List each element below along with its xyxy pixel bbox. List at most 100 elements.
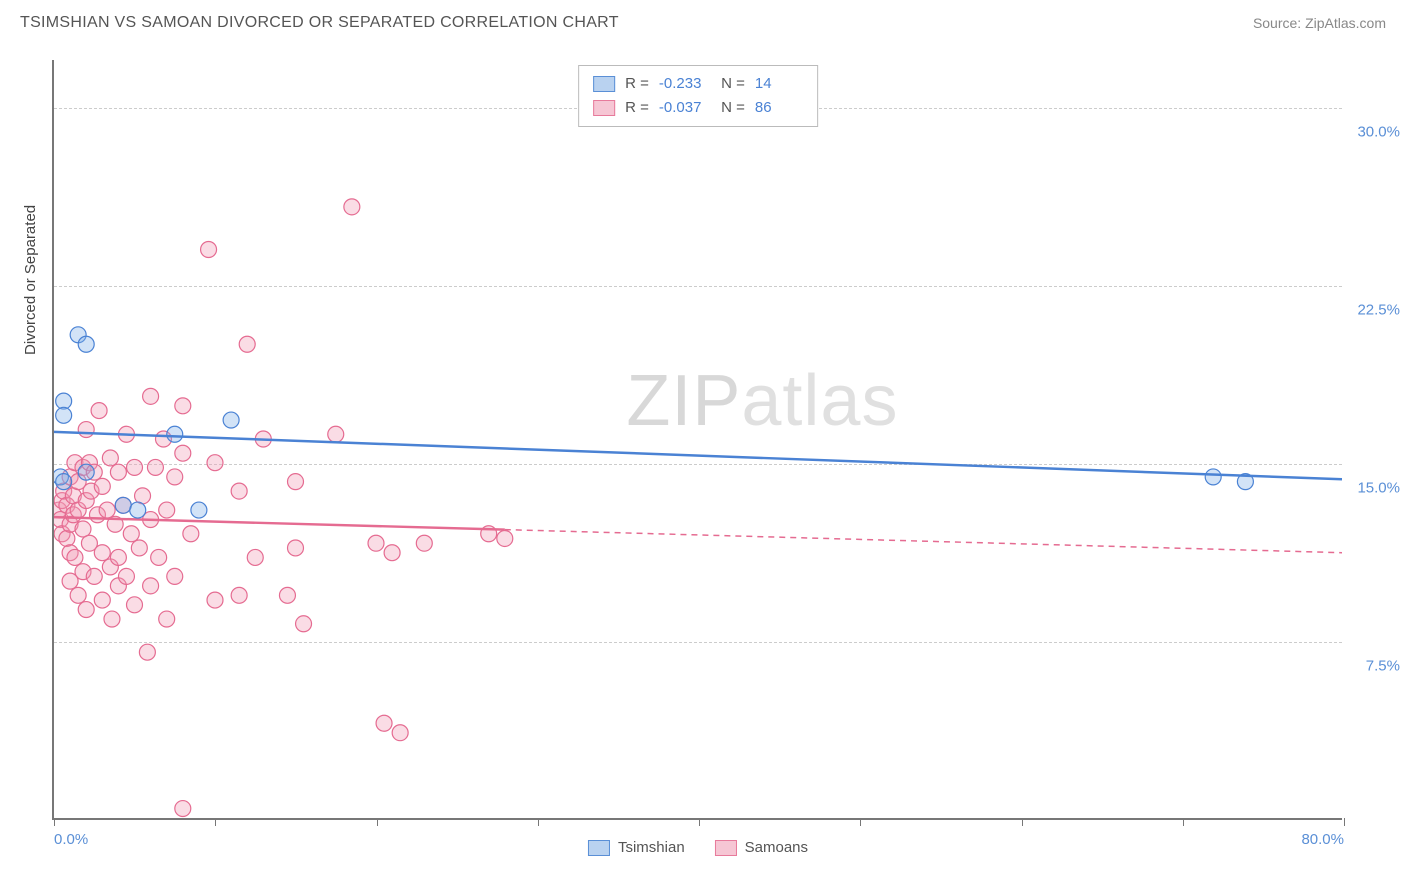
samoans-point xyxy=(207,455,223,471)
series-legend-item: Tsimshian xyxy=(588,839,685,856)
samoans-point xyxy=(94,478,110,494)
samoans-point xyxy=(239,336,255,352)
x-tick xyxy=(860,818,861,826)
samoans-point xyxy=(70,587,86,603)
samoans-point xyxy=(247,549,263,565)
x-tick xyxy=(215,818,216,826)
samoans-point xyxy=(328,426,344,442)
samoans-point xyxy=(231,587,247,603)
x-tick xyxy=(1022,818,1023,826)
y-tick-label: 22.5% xyxy=(1357,301,1400,318)
samoans-point xyxy=(94,545,110,561)
samoans-point xyxy=(344,199,360,215)
samoans-point xyxy=(143,578,159,594)
samoans-point xyxy=(135,488,151,504)
samoans-point xyxy=(175,398,191,414)
x-tick-label: 0.0% xyxy=(54,831,88,848)
samoans-point xyxy=(416,535,432,551)
tsimshian-point xyxy=(56,474,72,490)
samoans-point xyxy=(86,568,102,584)
samoans-point xyxy=(127,459,143,475)
samoans-point xyxy=(201,242,217,258)
samoans-point xyxy=(288,540,304,556)
samoans-point xyxy=(59,531,75,547)
samoans-point xyxy=(296,616,312,632)
y-tick-label: 7.5% xyxy=(1366,657,1400,674)
tsimshian-point xyxy=(115,497,131,513)
x-tick xyxy=(377,818,378,826)
samoans-point xyxy=(118,568,134,584)
stats-legend: R = -0.233 N = 14R = -0.037 N = 86 xyxy=(578,65,818,127)
samoans-point xyxy=(78,422,94,438)
samoans-point xyxy=(183,526,199,542)
tsimshian-trendline xyxy=(54,432,1342,479)
legend-swatch xyxy=(715,840,737,856)
x-tick xyxy=(699,818,700,826)
y-tick-label: 15.0% xyxy=(1357,479,1400,496)
samoans-point xyxy=(167,568,183,584)
samoans-point xyxy=(75,521,91,537)
samoans-point xyxy=(131,540,147,556)
tsimshian-point xyxy=(56,393,72,409)
stat-r-label: R = xyxy=(625,96,649,120)
samoans-point xyxy=(102,450,118,466)
samoans-point xyxy=(175,445,191,461)
tsimshian-point xyxy=(78,464,94,480)
samoans-point xyxy=(67,549,83,565)
samoans-point xyxy=(159,502,175,518)
scatter-plot-svg xyxy=(54,60,1342,818)
tsimshian-point xyxy=(56,407,72,423)
x-tick xyxy=(1183,818,1184,826)
stats-legend-row: R = -0.233 N = 14 xyxy=(593,72,803,96)
samoans-point xyxy=(159,611,175,627)
samoans-point xyxy=(207,592,223,608)
x-tick xyxy=(54,818,55,826)
stat-n-value: 86 xyxy=(755,96,803,120)
tsimshian-point xyxy=(1205,469,1221,485)
stat-r-value: -0.037 xyxy=(659,96,707,120)
samoans-point xyxy=(110,549,126,565)
x-tick-label: 80.0% xyxy=(1301,831,1344,848)
samoans-point xyxy=(147,459,163,475)
samoans-point xyxy=(175,801,191,817)
stat-n-label: N = xyxy=(717,72,745,96)
x-tick xyxy=(1344,818,1345,826)
stat-n-value: 14 xyxy=(755,72,803,96)
samoans-point xyxy=(392,725,408,741)
samoans-point xyxy=(368,535,384,551)
series-legend: Tsimshian Samoans xyxy=(588,839,808,856)
samoans-point xyxy=(99,502,115,518)
legend-swatch xyxy=(593,100,615,116)
samoans-point xyxy=(91,403,107,419)
tsimshian-point xyxy=(223,412,239,428)
stats-legend-row: R = -0.037 N = 86 xyxy=(593,96,803,120)
samoans-point xyxy=(127,597,143,613)
samoans-point xyxy=(139,644,155,660)
tsimshian-point xyxy=(78,336,94,352)
series-legend-label: Samoans xyxy=(745,839,808,856)
legend-swatch xyxy=(593,76,615,92)
samoans-point xyxy=(167,469,183,485)
tsimshian-point xyxy=(191,502,207,518)
source-attribution: Source: ZipAtlas.com xyxy=(1253,15,1386,31)
x-tick xyxy=(538,818,539,826)
samoans-point xyxy=(94,592,110,608)
samoans-point xyxy=(384,545,400,561)
stat-n-label: N = xyxy=(717,96,745,120)
chart-title: TSIMSHIAN VS SAMOAN DIVORCED OR SEPARATE… xyxy=(20,14,619,32)
samoans-point xyxy=(143,388,159,404)
samoans-point xyxy=(78,602,94,618)
tsimshian-point xyxy=(167,426,183,442)
samoans-point xyxy=(110,464,126,480)
series-legend-label: Tsimshian xyxy=(618,839,685,856)
samoans-point xyxy=(288,474,304,490)
samoans-point xyxy=(497,531,513,547)
y-tick-label: 30.0% xyxy=(1357,123,1400,140)
stat-r-value: -0.233 xyxy=(659,72,707,96)
samoans-point xyxy=(279,587,295,603)
tsimshian-point xyxy=(130,502,146,518)
stat-r-label: R = xyxy=(625,72,649,96)
y-axis-label: Divorced or Separated xyxy=(22,205,39,355)
legend-swatch xyxy=(588,840,610,856)
samoans-trendline-extrapolated xyxy=(505,530,1342,553)
